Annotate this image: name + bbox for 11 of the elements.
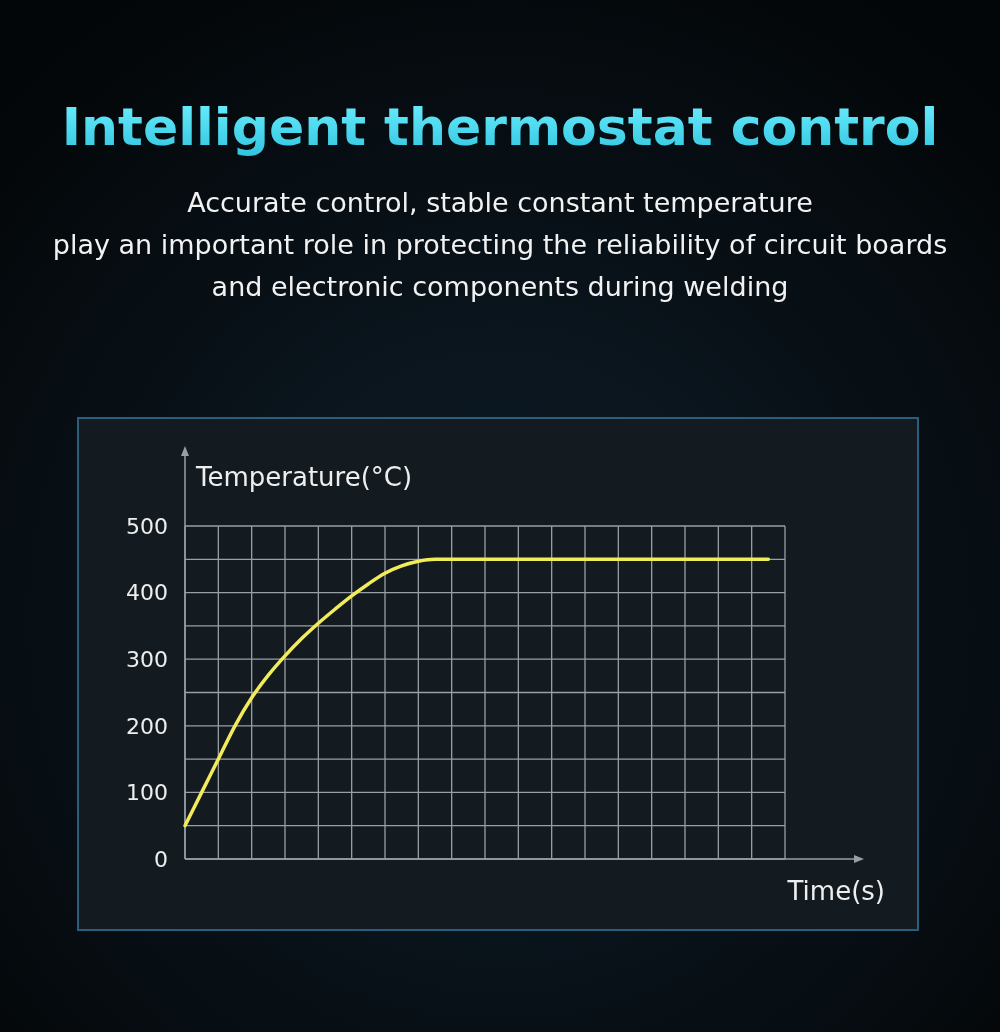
y-tick-label: 0 (154, 846, 168, 872)
chart-subtitle: Accurate control, stable constant temperature play an important role in protecting the reliability of circuit boards and electronic components during welding (52, 187, 948, 302)
chart-title: Intelligent thermostat control (61, 97, 939, 157)
x-axis-title: Time(s) (786, 876, 885, 906)
y-tick-label: 400 (126, 580, 168, 606)
y-tick-label: 500 (126, 513, 168, 539)
y-tick-label: 300 (126, 646, 168, 672)
y-tick-label: 200 (126, 713, 168, 739)
line-series (183, 557, 771, 828)
y-tick-label: 100 (126, 780, 168, 806)
y-axis-title: Temperature(°C) (195, 462, 413, 492)
